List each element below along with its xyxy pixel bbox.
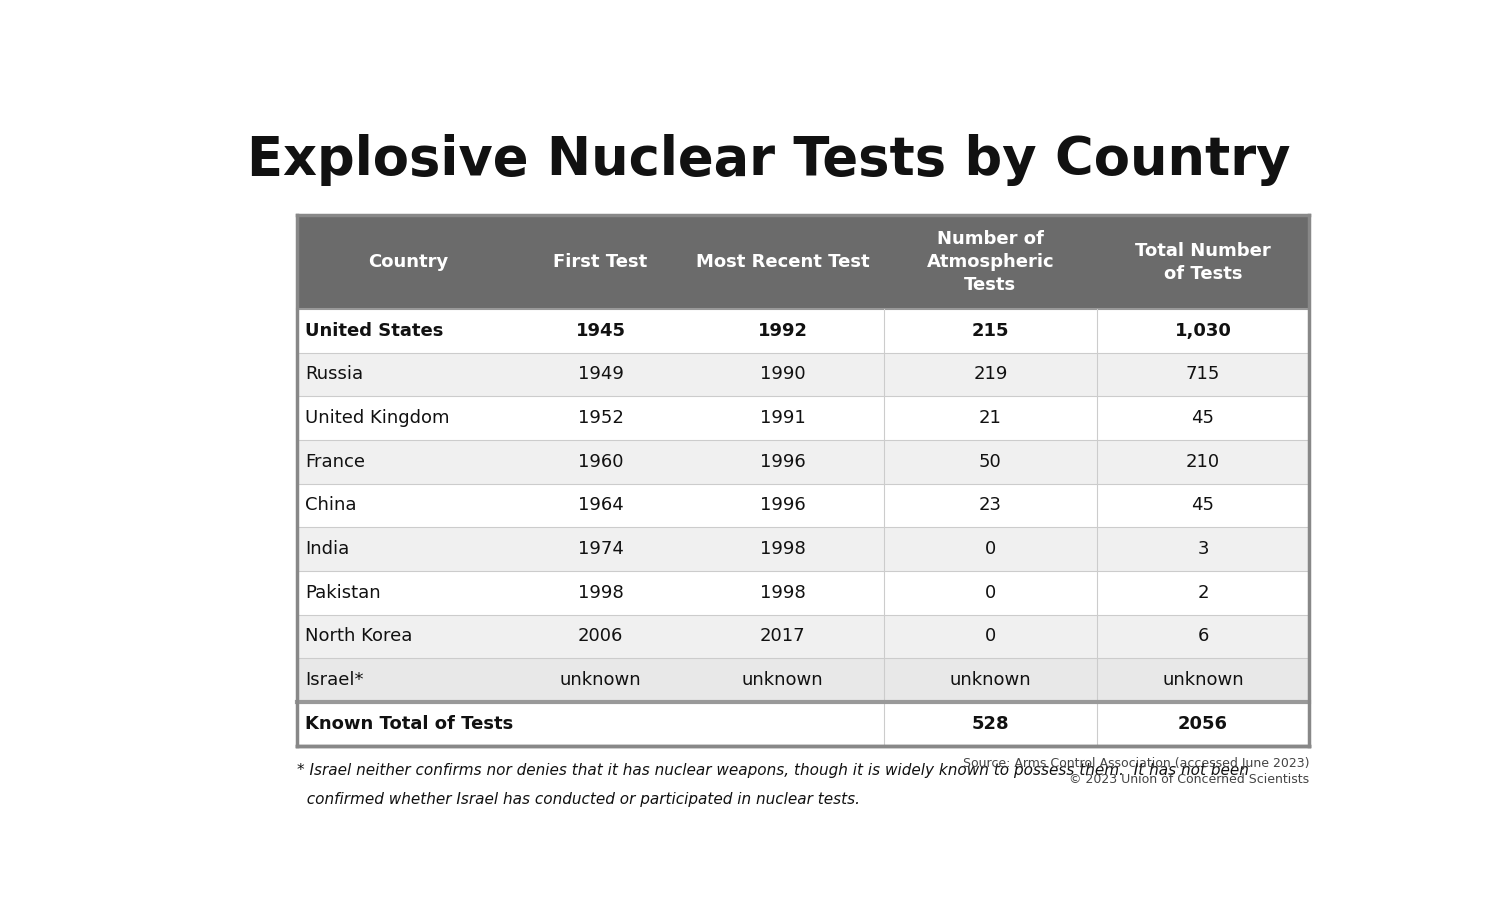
- Text: 2056: 2056: [1178, 715, 1228, 733]
- Text: 219: 219: [974, 365, 1008, 383]
- Text: France: France: [304, 453, 364, 471]
- Text: 528: 528: [972, 715, 1010, 733]
- Text: 1992: 1992: [758, 322, 808, 340]
- Text: Country: Country: [368, 253, 448, 271]
- Text: 1960: 1960: [578, 453, 624, 471]
- Text: unknown: unknown: [1162, 671, 1244, 689]
- Text: Most Recent Test: Most Recent Test: [696, 253, 870, 271]
- Text: 1945: 1945: [576, 322, 626, 340]
- Text: 1,030: 1,030: [1174, 322, 1232, 340]
- Text: Israel*: Israel*: [304, 671, 363, 689]
- Bar: [297, 396, 1310, 440]
- Text: unknown: unknown: [560, 671, 642, 689]
- Text: North Korea: North Korea: [304, 627, 412, 645]
- Text: China: China: [304, 497, 357, 515]
- Text: 1998: 1998: [578, 584, 624, 602]
- Text: 50: 50: [980, 453, 1002, 471]
- Text: United States: United States: [304, 322, 444, 340]
- Text: 1996: 1996: [760, 497, 806, 515]
- Text: India: India: [304, 540, 350, 558]
- Text: Explosive Nuclear Tests by Country: Explosive Nuclear Tests by Country: [248, 134, 1290, 186]
- Bar: [297, 483, 1310, 527]
- Text: 1998: 1998: [760, 584, 806, 602]
- Text: 3: 3: [1197, 540, 1209, 558]
- Bar: [297, 215, 1310, 309]
- Text: Total Number
of Tests: Total Number of Tests: [1136, 242, 1270, 283]
- Text: 0: 0: [984, 584, 996, 602]
- Text: Pakistan: Pakistan: [304, 584, 381, 602]
- Text: 23: 23: [980, 497, 1002, 515]
- Bar: [297, 702, 1310, 745]
- Text: 215: 215: [972, 322, 1010, 340]
- Text: confirmed whether Israel has conducted or participated in nuclear tests.: confirmed whether Israel has conducted o…: [297, 792, 859, 807]
- Text: Number of
Atmospheric
Tests: Number of Atmospheric Tests: [927, 230, 1054, 294]
- Text: 0: 0: [984, 540, 996, 558]
- Text: unknown: unknown: [742, 671, 824, 689]
- Text: First Test: First Test: [554, 253, 648, 271]
- Bar: [297, 527, 1310, 571]
- Bar: [297, 309, 1310, 353]
- Text: 2: 2: [1197, 584, 1209, 602]
- Text: 1996: 1996: [760, 453, 806, 471]
- Text: 0: 0: [984, 627, 996, 645]
- Bar: [297, 571, 1310, 615]
- Text: * Israel neither confirms nor denies that it has nuclear weapons, though it is w: * Israel neither confirms nor denies tha…: [297, 763, 1248, 778]
- Text: 1952: 1952: [578, 410, 624, 427]
- Text: 2017: 2017: [760, 627, 806, 645]
- Text: 210: 210: [1186, 453, 1219, 471]
- Text: 1990: 1990: [760, 365, 806, 383]
- Text: 21: 21: [980, 410, 1002, 427]
- Text: Source: Arms Control Association (accessed June 2023): Source: Arms Control Association (access…: [963, 757, 1310, 770]
- Bar: [297, 658, 1310, 702]
- Bar: [297, 353, 1310, 396]
- Bar: [297, 440, 1310, 483]
- Text: Russia: Russia: [304, 365, 363, 383]
- Bar: [297, 615, 1310, 658]
- Text: 45: 45: [1191, 410, 1215, 427]
- Text: 2006: 2006: [578, 627, 622, 645]
- Text: 1974: 1974: [578, 540, 624, 558]
- Text: 1964: 1964: [578, 497, 624, 515]
- Text: United Kingdom: United Kingdom: [304, 410, 450, 427]
- Text: 1991: 1991: [760, 410, 806, 427]
- Text: Known Total of Tests: Known Total of Tests: [304, 715, 513, 733]
- Text: 45: 45: [1191, 497, 1215, 515]
- Text: © 2023 Union of Concerned Scientists: © 2023 Union of Concerned Scientists: [1070, 773, 1310, 786]
- Text: 1998: 1998: [760, 540, 806, 558]
- Text: 6: 6: [1197, 627, 1209, 645]
- Text: 715: 715: [1186, 365, 1219, 383]
- Text: 1949: 1949: [578, 365, 624, 383]
- Text: unknown: unknown: [950, 671, 1030, 689]
